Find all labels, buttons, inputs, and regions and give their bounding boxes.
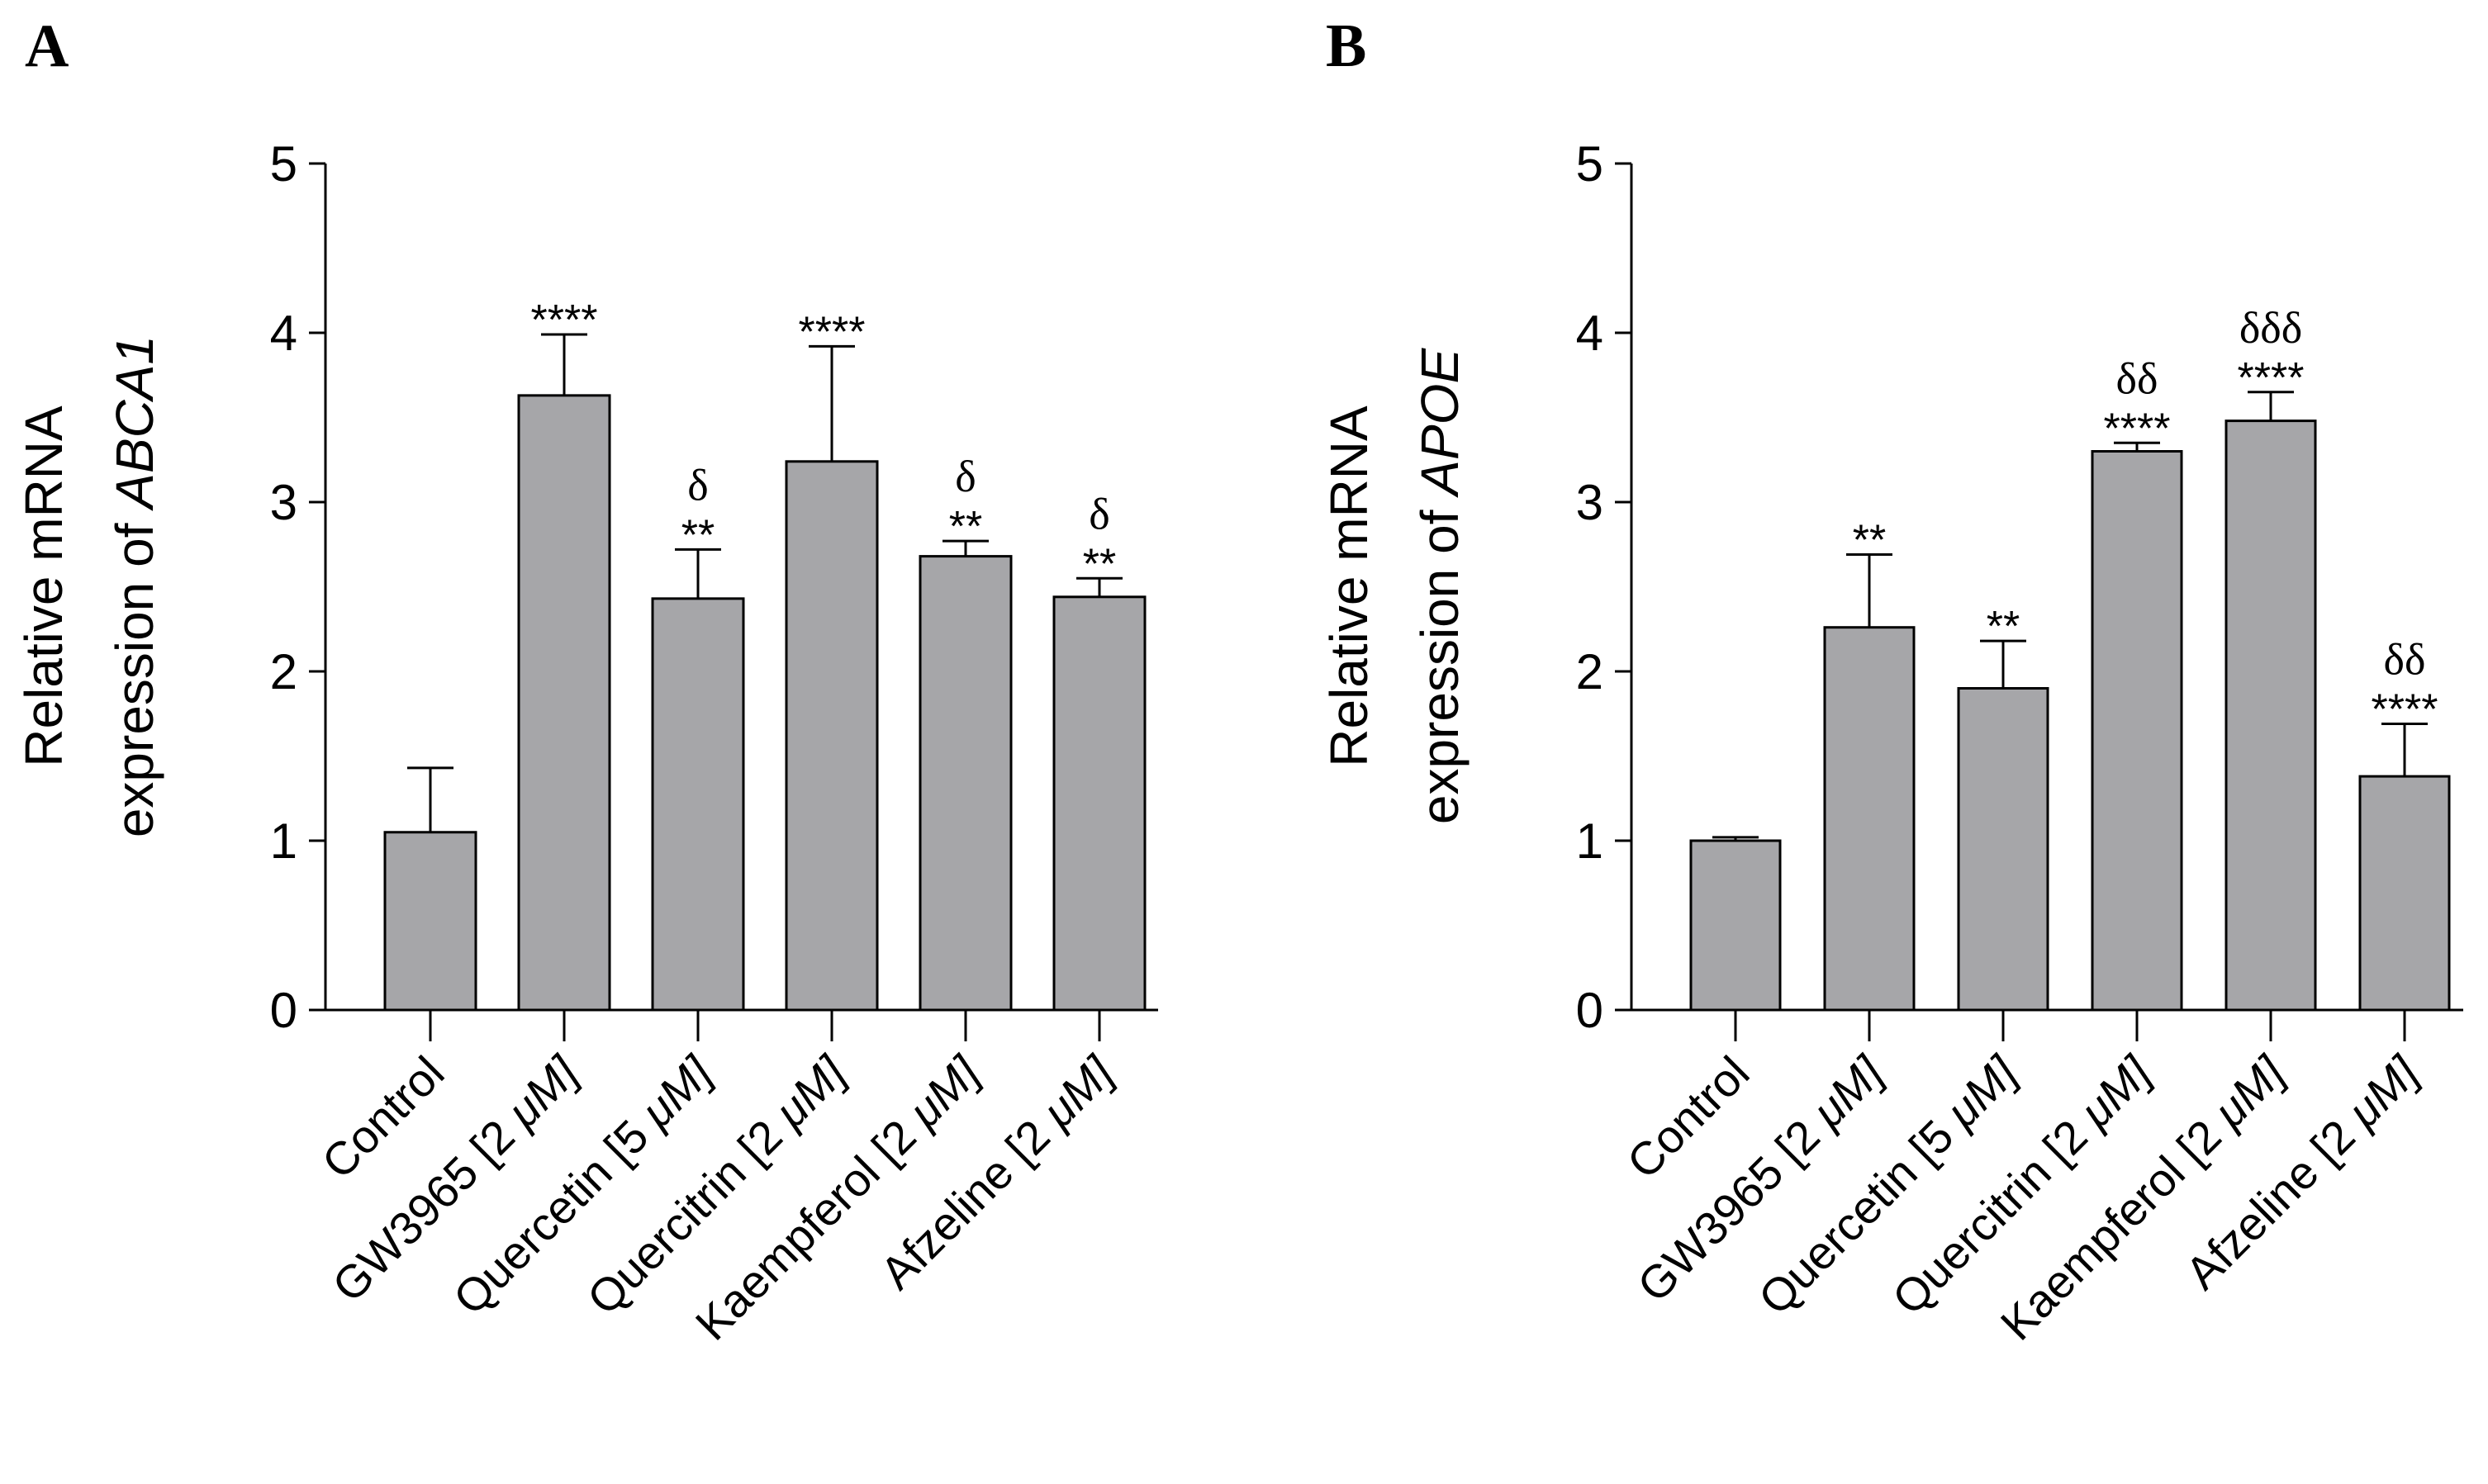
panel-b-y-tick-label: 4 [1576, 306, 1603, 361]
panel-b-bar [1823, 626, 1916, 1012]
panel-b-bar [1957, 687, 2049, 1012]
panel-b-y-tick-label: 5 [1576, 136, 1603, 192]
panel-a-significance-stars: ** [681, 511, 715, 559]
y-axis-title-gene: ABCA1 [105, 335, 164, 512]
panel-b-significance-stars: ** [1987, 603, 2020, 651]
category-name: Kaempferol [2 [686, 1101, 935, 1350]
panel-b-error-bar [1846, 553, 1892, 628]
panel-a-significance-delta: δ [955, 452, 976, 501]
panel-a-error-bar [541, 333, 587, 396]
panel-b-error-bar [1980, 639, 2026, 689]
panel-a-bar [919, 555, 1013, 1012]
panel-a-error-bar [1076, 576, 1123, 597]
panel-b-letter: B [1326, 12, 1366, 80]
panel-a-y-tick-label: 2 [270, 644, 297, 699]
panel-b-y-axis-title-line1: Relative mRNA [1319, 405, 1379, 767]
panel-a-category-label: Afzeline [2 μM] [870, 1045, 1123, 1299]
panel-b-significance-delta: δδ [2384, 635, 2426, 685]
panel-b-bar [1689, 839, 1782, 1012]
panel-a-significance-delta: δ [687, 460, 708, 510]
panel-a-bar [651, 597, 745, 1012]
panel-b-error-bar [2114, 441, 2160, 452]
panel-a-significance-stars: ** [949, 503, 982, 551]
panel-a-y-axis-title-line2: expression of ABCA1 [105, 335, 164, 837]
panel-a-error-bar [407, 766, 453, 832]
panel-a-y-tick-label: 3 [270, 475, 297, 530]
panel-b-bar [2224, 420, 2317, 1012]
panel-a-significance-stars: **** [531, 296, 598, 344]
panel-b-error-bar [2381, 723, 2428, 777]
panel-b-significance-delta: δδδ [2239, 303, 2302, 353]
panel-a-y-tick-label: 1 [270, 813, 297, 869]
panel-b-error-bar [1712, 836, 1759, 841]
panel-a-error-bar [675, 548, 721, 599]
panel-b-category-label: Afzeline [2 μM] [2175, 1045, 2429, 1299]
panel-b-bar [2358, 775, 2451, 1012]
panel-b-y-tick-label: 3 [1576, 475, 1603, 530]
panel-b-significance-stars: **** [2238, 354, 2305, 402]
panel-b-bar [2091, 450, 2183, 1012]
panel-a-category-label: GW3965 [2 μM] [322, 1045, 589, 1312]
panel-a-error-bar [942, 539, 989, 557]
panel-a-letter: A [25, 12, 69, 80]
panel-b-error-bar [2248, 391, 2294, 421]
category-name: Kaempferol [2 [1991, 1101, 2240, 1350]
panel-b-significance-delta: δδ [2116, 353, 2158, 403]
panel-b-significance-stars: **** [2104, 405, 2171, 453]
y-axis-title-text: expression of [1410, 495, 1470, 824]
panel-a-y-tick-label: 4 [270, 306, 297, 361]
panel-b-y-axis-title-line2: expression of APOE [1410, 348, 1470, 825]
panel-a-y-axis-title-line1: Relative mRNA [14, 405, 74, 767]
panel-a-significance-stars: **** [799, 308, 866, 356]
panel-a-bar [517, 394, 611, 1012]
panel-a-y-tick-label: 5 [270, 136, 297, 192]
panel-a-y-tick-label: 0 [270, 983, 297, 1038]
panel-a-bar [785, 460, 879, 1012]
panel-b-y-tick-label: 1 [1576, 813, 1603, 869]
panel-a-significance-delta: δ [1089, 489, 1109, 538]
panel-b-y-tick-label: 2 [1576, 644, 1603, 699]
y-axis-title-text: expression of [105, 509, 164, 837]
panel-a-bar [1052, 595, 1147, 1012]
panel-a-significance-stars: ** [1083, 540, 1116, 588]
panel-b-significance-stars: **** [2372, 686, 2438, 734]
panel-b-category-label: GW3965 [2 μM] [1627, 1045, 1894, 1312]
panel-a-error-bar [809, 344, 855, 462]
panel-b-y-tick-label: 0 [1576, 983, 1603, 1038]
y-axis-title-gene: APOE [1410, 348, 1470, 499]
panel-b-significance-stars: ** [1853, 517, 1886, 565]
panel-a-bar [383, 831, 477, 1012]
